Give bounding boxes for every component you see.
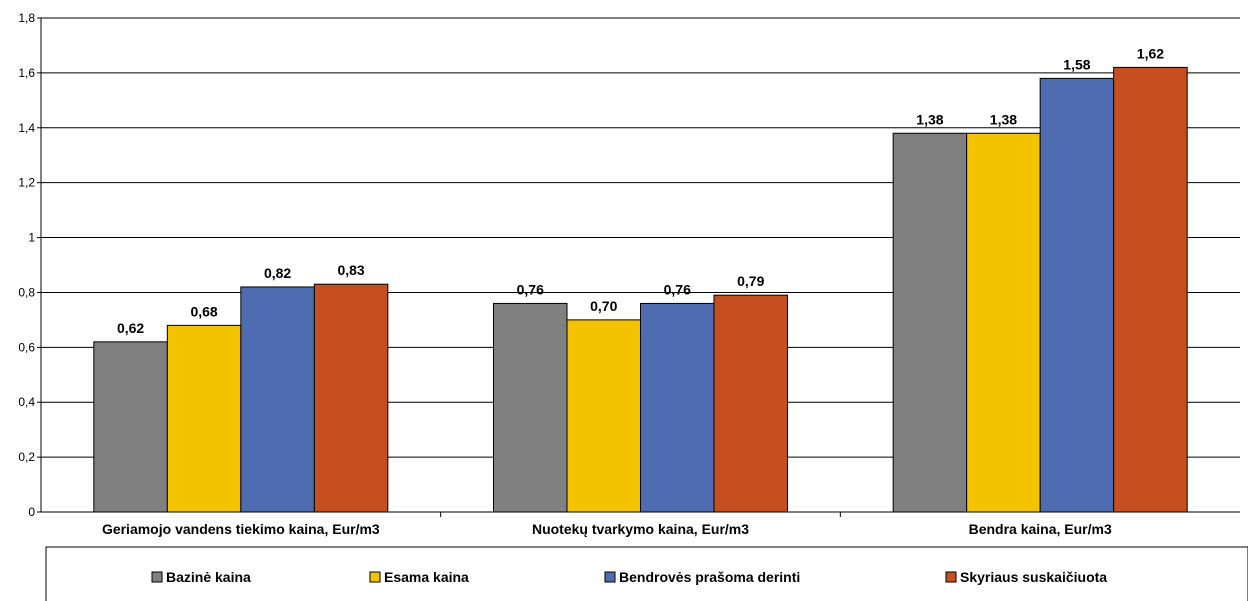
legend-swatch [945,571,957,583]
data-label: 0,82 [264,265,291,281]
data-label: 1,38 [990,111,1017,127]
y-tick-label: 0,2 [18,450,35,464]
bar-1-3 [892,132,968,513]
data-label: 1,58 [1063,56,1090,72]
legend-label: Skyriaus suskaičiuota [960,569,1107,585]
bar-3-3 [1039,77,1115,513]
bar-3-1 [240,286,315,513]
y-tick-label: 1,6 [18,66,35,80]
data-label: 1,62 [1137,45,1164,61]
legend-label: Esama kaina [384,569,469,585]
data-label: 0,62 [117,320,144,336]
y-tick-label: 1,2 [18,176,35,190]
legend-label: Bendrovės prašoma derinti [619,569,800,585]
x-category-label: Geriamojo vandens tiekimo kaina, Eur/m3 [102,521,380,537]
y-tick-labels: 0 0,2 0,4 0,6 0,8 1 1,2 1,4 1,6 1,8 [18,11,35,519]
data-label: 0,76 [664,281,691,297]
x-category-label: Bendra kaina, Eur/m3 [969,521,1112,537]
y-tick-label: 0 [28,505,35,519]
bar-3-2 [640,302,715,513]
legend-swatch [151,571,163,583]
data-label: 0,68 [190,303,217,319]
bar-4-3 [1113,66,1188,513]
bar-4-1 [313,283,389,513]
bar-2-3 [966,132,1041,513]
bar-2-2 [566,319,641,513]
data-label: 0,70 [590,298,617,314]
bars [93,66,1188,513]
bar-4-2 [713,294,788,513]
legend-label: Bazinė kaina [166,569,251,585]
x-category-label: Nuotekų tvarkymo kaina, Eur/m3 [532,521,749,537]
bar-1-1 [93,341,168,513]
legend-swatch [604,571,616,583]
data-label: 0,76 [517,281,544,297]
y-tick-label: 1 [28,231,35,245]
data-label: 1,38 [916,111,943,127]
bar-1-2 [493,302,568,513]
bar-2-1 [166,324,242,513]
y-tick-label: 0,6 [18,340,35,354]
y-tick-label: 0,4 [18,395,35,409]
data-label: 0,79 [737,273,764,289]
y-tick-label: 1,8 [18,11,35,25]
data-label: 0,83 [337,262,364,278]
x-category-labels: Geriamojo vandens tiekimo kaina, Eur/m3 N… [102,521,1112,537]
legend-box [45,546,1248,601]
y-tick-label: 1,4 [18,121,35,135]
y-tick-label: 0,8 [18,285,35,299]
legend: Bazinė kaina Esama kaina Bendrovės prašoma… [45,546,1248,601]
legend-swatch [369,571,381,583]
data-labels: 0,62 0,68 0,82 0,83 0,76 0,70 0,76 0,79 1,38 1,38… [117,45,1164,335]
